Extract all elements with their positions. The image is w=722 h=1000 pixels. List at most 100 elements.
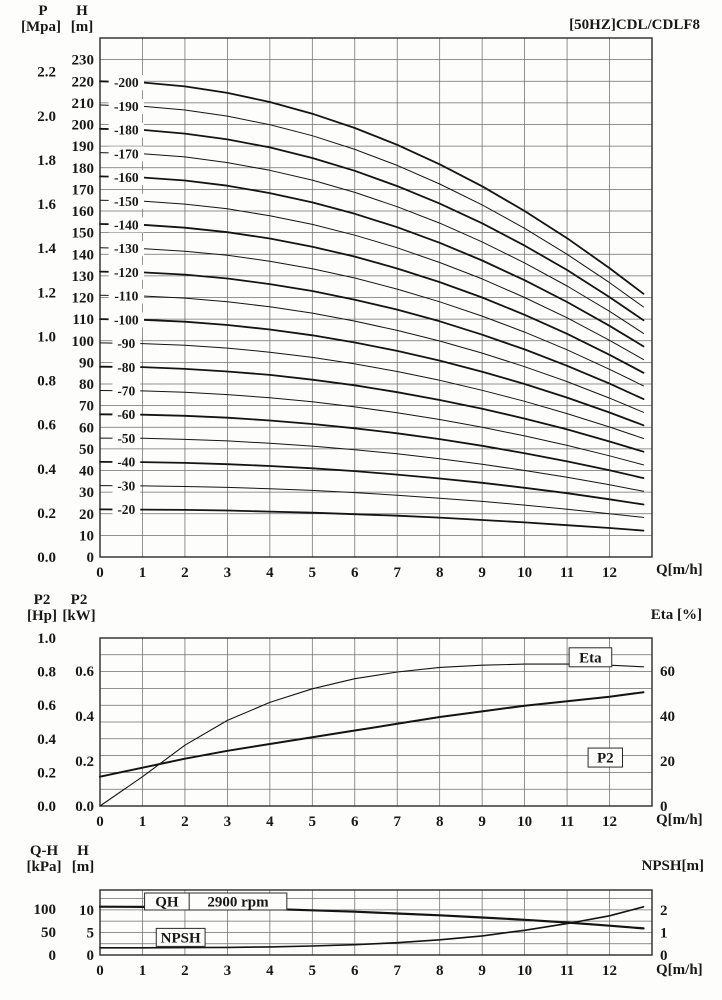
svg-text:-180: -180 bbox=[114, 123, 139, 138]
curve-170 bbox=[99, 152, 644, 334]
curve-160 bbox=[99, 175, 645, 348]
svg-text:230: 230 bbox=[72, 53, 95, 69]
chart2-grid bbox=[99, 637, 653, 807]
svg-text:-150: -150 bbox=[114, 194, 139, 209]
svg-text:4: 4 bbox=[266, 565, 274, 581]
c3-left-inner-axis-symbol: H bbox=[77, 843, 89, 859]
svg-text:200: 200 bbox=[72, 118, 95, 134]
svg-text:1: 1 bbox=[139, 565, 147, 581]
curve-90 bbox=[99, 342, 644, 439]
svg-text:80: 80 bbox=[79, 377, 94, 393]
svg-text:2.2: 2.2 bbox=[37, 65, 56, 81]
svg-text:40: 40 bbox=[660, 709, 675, 725]
svg-text:2: 2 bbox=[181, 565, 189, 581]
svg-text:0.6: 0.6 bbox=[75, 664, 94, 680]
svg-text:1.2: 1.2 bbox=[37, 285, 56, 301]
svg-text:7: 7 bbox=[393, 565, 401, 581]
svg-text:2: 2 bbox=[181, 963, 189, 979]
svg-text:Eta: Eta bbox=[579, 650, 602, 666]
c2-right-axis-title: Eta [%] bbox=[650, 607, 702, 623]
svg-text:12: 12 bbox=[602, 814, 617, 830]
svg-text:-200: -200 bbox=[114, 75, 139, 90]
svg-text:8: 8 bbox=[436, 814, 444, 830]
svg-text:0: 0 bbox=[87, 550, 95, 566]
svg-text:QH: QH bbox=[155, 895, 179, 911]
svg-text:-90: -90 bbox=[117, 336, 135, 351]
curve-130 bbox=[99, 247, 644, 387]
svg-text:6: 6 bbox=[351, 963, 359, 979]
svg-text:9: 9 bbox=[478, 814, 486, 830]
svg-text:160: 160 bbox=[72, 204, 95, 220]
svg-text:140: 140 bbox=[72, 247, 95, 263]
svg-text:11: 11 bbox=[560, 963, 574, 979]
svg-text:7: 7 bbox=[393, 814, 401, 830]
svg-text:60: 60 bbox=[79, 420, 94, 436]
svg-text:30: 30 bbox=[79, 485, 94, 501]
svg-text:12: 12 bbox=[602, 963, 617, 979]
svg-text:10: 10 bbox=[517, 963, 532, 979]
svg-text:4: 4 bbox=[266, 963, 274, 979]
svg-text:0.4: 0.4 bbox=[37, 732, 56, 748]
svg-text:170: 170 bbox=[72, 182, 95, 198]
svg-text:-160: -160 bbox=[114, 170, 139, 185]
svg-text:11: 11 bbox=[560, 565, 574, 581]
svg-text:7: 7 bbox=[393, 963, 401, 979]
svg-text:0.6: 0.6 bbox=[37, 698, 56, 714]
curve-120 bbox=[99, 270, 645, 400]
svg-text:-120: -120 bbox=[114, 265, 139, 280]
svg-text:10: 10 bbox=[517, 814, 532, 830]
svg-text:0.6: 0.6 bbox=[37, 418, 56, 434]
svg-text:70: 70 bbox=[79, 399, 94, 415]
svg-text:0: 0 bbox=[96, 814, 104, 830]
svg-text:6: 6 bbox=[351, 814, 359, 830]
chart2-curve-labels: Eta P2 bbox=[568, 647, 623, 768]
curve-80 bbox=[99, 365, 645, 453]
svg-text:50: 50 bbox=[79, 442, 94, 458]
svg-text:0.2: 0.2 bbox=[75, 754, 94, 770]
svg-text:130: 130 bbox=[72, 269, 95, 285]
chart2-curves bbox=[99, 663, 645, 807]
curve-100 bbox=[99, 318, 645, 427]
svg-text:4: 4 bbox=[266, 814, 274, 830]
curve-180 bbox=[99, 127, 645, 322]
svg-text:0: 0 bbox=[96, 565, 104, 581]
svg-text:1.0: 1.0 bbox=[37, 329, 56, 345]
svg-text:20: 20 bbox=[79, 507, 94, 523]
svg-text:100: 100 bbox=[34, 902, 57, 918]
c2-left-inner-axis-symbol: P2 bbox=[70, 592, 88, 608]
svg-text:12: 12 bbox=[602, 565, 617, 581]
svg-text:2900 rpm: 2900 rpm bbox=[207, 895, 269, 911]
svg-text:0: 0 bbox=[660, 948, 668, 964]
curve-P2 bbox=[99, 691, 645, 778]
curve-40 bbox=[99, 461, 645, 506]
svg-text:1.4: 1.4 bbox=[37, 241, 56, 257]
svg-text:40: 40 bbox=[79, 464, 94, 480]
svg-text:50: 50 bbox=[41, 925, 56, 941]
curve-110 bbox=[99, 294, 644, 413]
svg-text:3: 3 bbox=[224, 963, 232, 979]
svg-text:-70: -70 bbox=[117, 383, 135, 398]
svg-text:1.0: 1.0 bbox=[37, 631, 56, 647]
svg-text:0.2: 0.2 bbox=[37, 765, 56, 781]
svg-text:10: 10 bbox=[79, 528, 94, 544]
svg-text:-100: -100 bbox=[114, 312, 139, 327]
svg-text:10: 10 bbox=[79, 903, 94, 919]
svg-text:9: 9 bbox=[478, 963, 486, 979]
svg-text:0: 0 bbox=[49, 948, 57, 964]
c1-left-outer-axis-symbol: P bbox=[38, 3, 48, 19]
chart1-stage-labels: -20 -30 -40 -50 -60 -70 -80 -90 -100 -110 -120 -130… bbox=[108, 75, 145, 518]
svg-text:NPSH: NPSH bbox=[161, 930, 201, 946]
svg-text:8: 8 bbox=[436, 565, 444, 581]
c1-left-outer-axis-unit: [Mpa] bbox=[21, 19, 61, 35]
curve-150 bbox=[99, 199, 644, 361]
svg-text:P2: P2 bbox=[597, 751, 614, 767]
svg-text:8: 8 bbox=[436, 963, 444, 979]
c3-right-axis-title: NPSH[m] bbox=[641, 858, 705, 874]
curve-70 bbox=[99, 390, 644, 466]
c1-left-inner-axis-unit: [m] bbox=[70, 19, 94, 35]
curve-Eta bbox=[99, 663, 645, 807]
c3-left-outer-axis-symbol: Q-H bbox=[29, 843, 59, 859]
svg-text:1: 1 bbox=[139, 963, 147, 979]
